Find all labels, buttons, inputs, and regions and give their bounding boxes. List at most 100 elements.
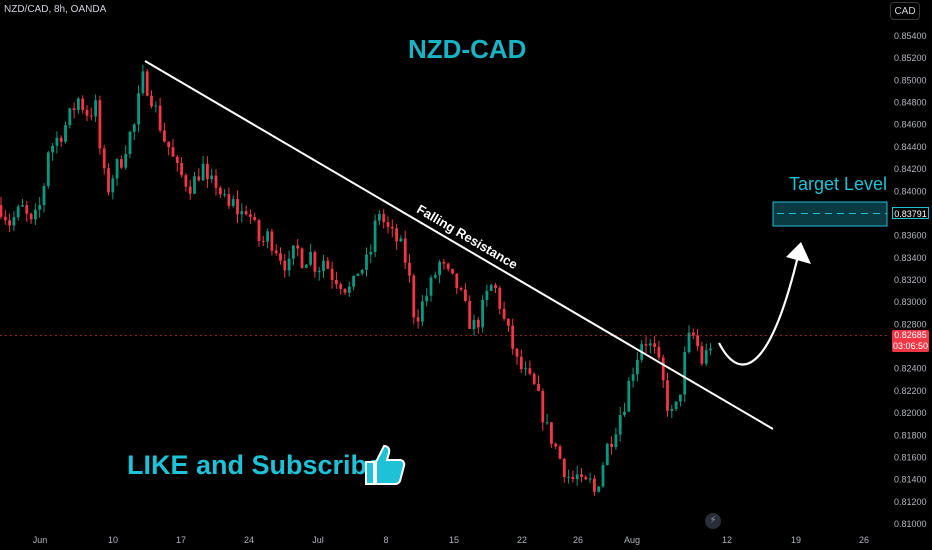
candle-up xyxy=(16,206,20,218)
candle-up xyxy=(687,332,691,353)
candle-down xyxy=(537,383,540,391)
y-tick-label: 0.81600 xyxy=(894,452,927,462)
candle-up xyxy=(489,284,493,291)
y-tick-label: 0.82400 xyxy=(894,364,927,374)
lightning-icon[interactable]: ⚡ xyxy=(705,513,721,529)
candle-down xyxy=(498,287,502,309)
candle-up xyxy=(154,105,158,107)
candle-up xyxy=(369,251,373,255)
candle-down xyxy=(339,284,343,289)
candle-up xyxy=(618,415,622,435)
candle-up xyxy=(648,343,652,346)
x-tick-label: Jun xyxy=(33,535,48,545)
candle-down xyxy=(644,344,648,346)
candle-up xyxy=(709,348,712,351)
candle-up xyxy=(597,486,601,492)
candle-down xyxy=(107,168,110,193)
currency-button[interactable]: CAD xyxy=(890,2,920,20)
candle-down xyxy=(279,253,282,261)
candle-up xyxy=(292,245,295,259)
candle-up xyxy=(21,205,24,207)
candle-down xyxy=(85,109,89,116)
candle-up xyxy=(365,254,368,270)
candle-down xyxy=(300,248,304,268)
candle-down xyxy=(59,137,63,142)
candle-up xyxy=(68,108,72,126)
candle-up xyxy=(64,125,67,142)
x-tick-label: 15 xyxy=(449,535,459,545)
x-tick-label: 10 xyxy=(108,535,118,545)
candle-down xyxy=(507,318,510,326)
candle-down xyxy=(163,130,166,142)
candle-up xyxy=(322,260,325,272)
candle-up xyxy=(240,211,244,215)
y-tick-label: 0.83600 xyxy=(894,231,927,241)
projection-arrow xyxy=(718,255,800,366)
candle-down xyxy=(184,175,188,187)
candle-down xyxy=(326,260,330,269)
candle-up xyxy=(38,205,42,210)
candle-down xyxy=(571,476,575,480)
candle-down xyxy=(102,148,106,169)
candle-down xyxy=(382,213,386,223)
candle-up xyxy=(55,137,59,146)
candle-down xyxy=(8,220,11,226)
candle-up xyxy=(231,199,235,206)
candle-down xyxy=(270,231,274,251)
candle-up xyxy=(42,186,46,206)
candle-down xyxy=(562,458,566,478)
candle-up xyxy=(378,213,381,221)
candle-up xyxy=(193,176,196,194)
candle-up xyxy=(111,178,115,193)
candle-up xyxy=(34,209,37,220)
candle-up xyxy=(614,434,618,448)
candle-down xyxy=(700,346,704,364)
candle-down xyxy=(313,252,317,272)
x-tick-label: 26 xyxy=(573,535,583,545)
falling-resistance-label: Falling Resistance xyxy=(414,201,520,272)
target-price-badge: 0.83791 xyxy=(892,207,929,219)
candle-down xyxy=(120,159,123,168)
candle-down xyxy=(459,287,463,290)
candle-down xyxy=(593,478,596,492)
candle-down xyxy=(197,176,201,181)
y-tick-label: 0.82800 xyxy=(894,319,927,329)
candle-down xyxy=(3,216,7,221)
candle-up xyxy=(481,300,484,328)
candle-down xyxy=(236,199,239,215)
candle-down xyxy=(343,288,347,293)
candle-up xyxy=(433,275,437,278)
thumbs-up-icon xyxy=(365,444,406,485)
x-tick-label: 8 xyxy=(383,535,388,545)
countdown-value: 03:06:50 xyxy=(892,341,929,351)
like-subscribe-text: LIKE and Subscribe xyxy=(127,450,383,480)
candle-up xyxy=(683,352,687,395)
x-tick-label: 22 xyxy=(517,535,527,545)
candle-down xyxy=(296,245,300,249)
symbol-label: NZD/CAD, 8h, OANDA xyxy=(4,4,107,15)
y-tick-label: 0.84200 xyxy=(894,164,927,174)
y-tick-label: 0.85400 xyxy=(894,31,927,41)
candle-up xyxy=(679,394,682,402)
candle-down xyxy=(274,250,278,254)
candle-down xyxy=(171,147,175,157)
x-tick-label: Jul xyxy=(312,535,324,545)
candle-down xyxy=(89,115,93,117)
candle-down xyxy=(180,163,183,176)
x-tick-label: 19 xyxy=(791,535,801,545)
candle-down xyxy=(541,390,545,423)
candle-down xyxy=(528,368,532,374)
candle-up xyxy=(567,476,570,478)
arrow-head xyxy=(786,242,811,264)
candle-down xyxy=(584,476,588,480)
x-tick-label: 17 xyxy=(176,535,186,545)
candle-down xyxy=(386,222,390,227)
candle-down xyxy=(515,348,519,357)
falling-resistance-trendline xyxy=(144,60,774,430)
candle-up xyxy=(605,443,609,466)
candle-down xyxy=(476,319,480,328)
candle-up xyxy=(636,359,639,375)
candle-down xyxy=(330,268,334,280)
y-tick-label: 0.82200 xyxy=(894,386,927,396)
